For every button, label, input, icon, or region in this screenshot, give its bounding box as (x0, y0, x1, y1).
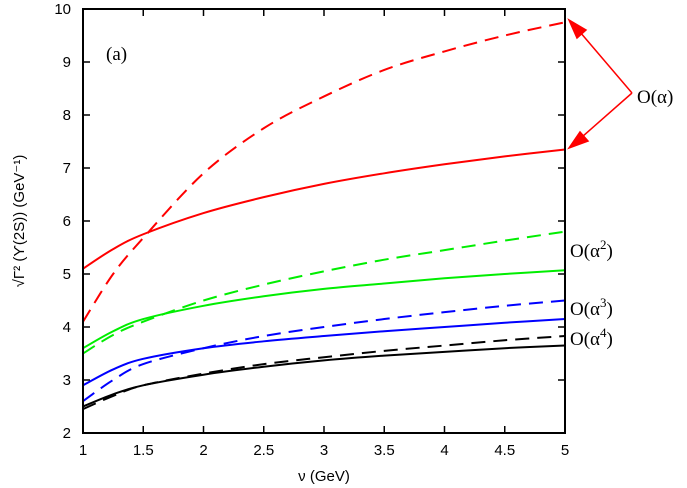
y-tick-label: 8 (63, 107, 71, 124)
x-tick-label: 3.5 (374, 442, 395, 459)
x-tick-label: 2.5 (253, 442, 274, 459)
ticks: 1 1.5 2 2.5 3 3.5 4 4.5 5 2 3 4 5 6 7 8 9 10 (54, 1, 569, 459)
y-tick-label: 2 (63, 425, 71, 442)
x-tick-label: 1 (79, 442, 87, 459)
annotation-o-alpha2: O(α2) (570, 237, 613, 262)
x-tick-label: 2 (199, 442, 207, 459)
x-tick-label: 4.5 (494, 442, 515, 459)
annotation-o-alpha3: O(α3) (570, 295, 613, 320)
x-tick-label: 1.5 (133, 442, 154, 459)
plot-frame (82, 8, 566, 434)
series-line-6 (82, 335, 566, 411)
series-line-4 (82, 299, 566, 403)
y-tick-label: 5 (63, 266, 71, 283)
x-tick-label: 4 (440, 442, 448, 459)
o-alpha-arrows (567, 18, 633, 150)
curves (82, 21, 566, 411)
y-tick-label: 6 (63, 213, 71, 230)
x-axis-label: ν (GeV) (298, 468, 350, 485)
series-line-1 (82, 148, 566, 270)
y-tick-label: 4 (63, 319, 71, 336)
series-line-2 (82, 230, 566, 355)
y-tick-label: 3 (63, 372, 71, 389)
series-line-0 (82, 21, 566, 323)
series-line-7 (82, 344, 566, 408)
series-line-5 (82, 318, 566, 387)
y-tick-label: 10 (54, 1, 71, 18)
x-tick-label: 3 (320, 442, 328, 459)
x-tick-label: 5 (561, 442, 569, 459)
series-line-3 (82, 269, 566, 350)
y-axis-label: √Γ² (ϒ(2S)) (GeV⁻¹) (11, 155, 28, 288)
annotation-o-alpha4: O(α4) (570, 325, 613, 350)
annotation-o-alpha: O(α) (637, 87, 673, 108)
y-tick-label: 9 (63, 54, 71, 71)
y-tick-label: 7 (63, 160, 71, 177)
panel-label: (a) (106, 44, 127, 65)
